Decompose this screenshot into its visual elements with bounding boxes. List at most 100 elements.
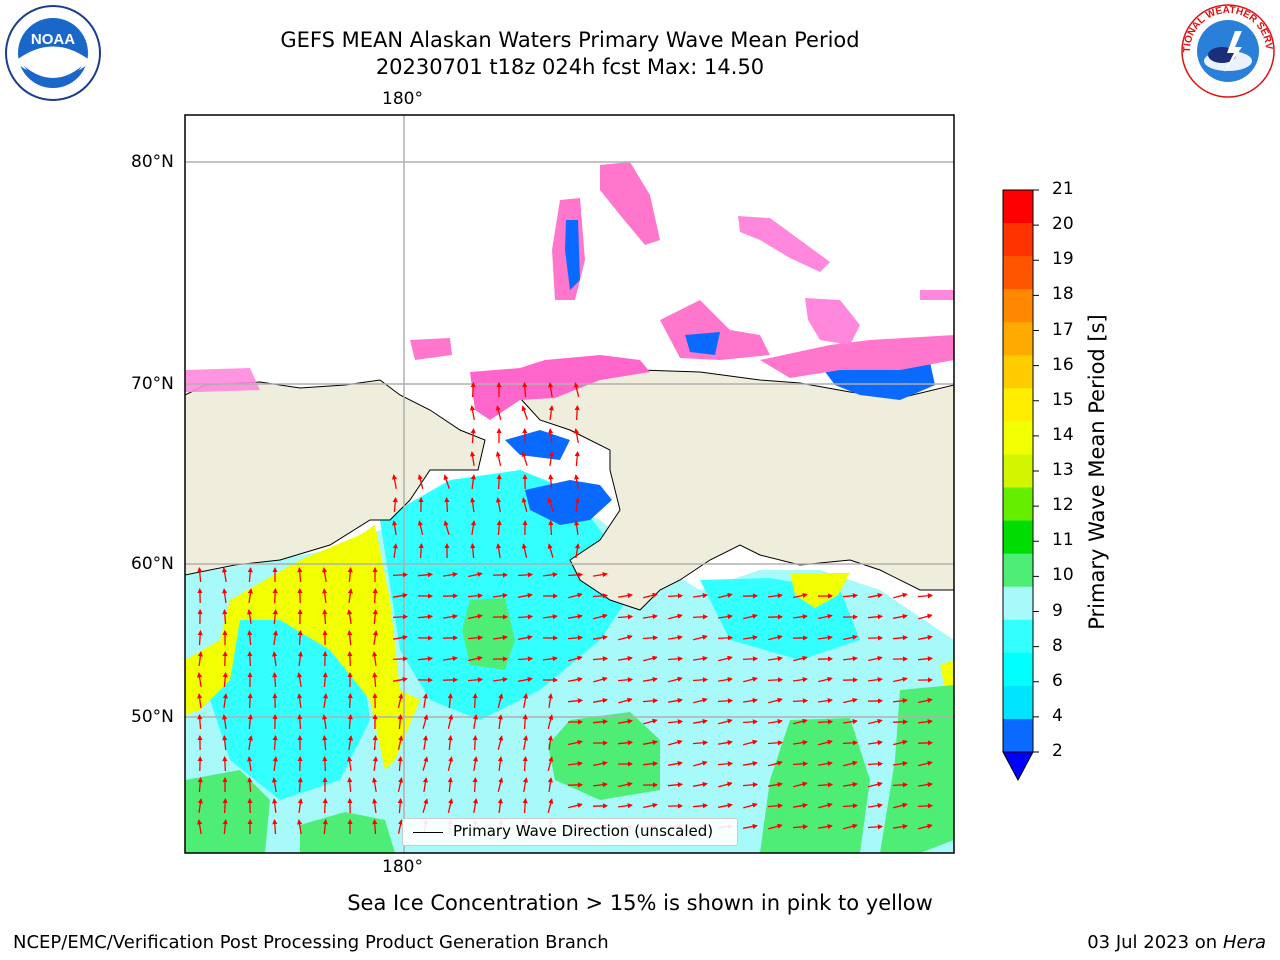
wave-direction-arrow — [547, 382, 554, 398]
colorbar-band — [1003, 520, 1033, 555]
wave-direction-arrow — [918, 719, 933, 725]
lat-label-80: 80°N — [131, 152, 174, 172]
legend-text: Primary Wave Direction (unscaled) — [453, 822, 714, 840]
wave-direction-arrow — [297, 629, 303, 646]
wave-direction-arrow — [347, 650, 353, 667]
wave-direction-arrow — [817, 823, 833, 830]
title-line-2: 20230701 t18z 024h fcst Max: 14.50 — [375, 55, 765, 79]
wave-direction-arrow — [843, 697, 858, 704]
wave-direction-arrow — [768, 656, 783, 662]
wave-direction-arrow — [767, 718, 783, 725]
wave-direction-arrow — [472, 714, 479, 730]
footer-host: Hera — [1222, 932, 1266, 953]
wave-direction-arrow — [372, 734, 378, 751]
wave-direction-arrow — [842, 781, 858, 788]
wave-direction-arrow — [521, 497, 528, 512]
wave-direction-arrow — [447, 714, 454, 729]
wave-direction-arrow — [468, 571, 483, 578]
wave-direction-arrow — [442, 655, 458, 662]
wave-direction-arrow — [692, 614, 709, 620]
wave-direction-arrow — [197, 798, 203, 813]
wave-direction-arrow — [567, 635, 584, 641]
wave-direction-arrow — [917, 593, 934, 599]
colorbar-tick-label: 11 — [1052, 530, 1074, 551]
wave-direction-arrow — [843, 656, 858, 662]
wave-direction-arrow — [397, 755, 403, 772]
wave-direction-arrow — [893, 698, 908, 704]
colorbar-band — [1003, 553, 1033, 588]
lat-label-70: 70°N — [131, 374, 174, 394]
map-legend: Primary Wave Direction (unscaled) — [402, 818, 738, 846]
wave-direction-arrow — [717, 676, 733, 683]
wave-direction-arrow — [522, 735, 529, 751]
wave-direction-arrow — [272, 798, 278, 813]
wave-direction-arrow — [447, 798, 454, 813]
wave-direction-arrow — [417, 614, 434, 620]
wave-direction-arrow — [693, 593, 708, 599]
wave-direction-arrow — [843, 823, 858, 830]
wave-direction-arrow — [643, 655, 658, 662]
wave-direction-arrow — [918, 760, 933, 767]
wave-direction-arrow — [272, 608, 278, 625]
wave-direction-arrow — [222, 818, 228, 835]
colorbar-band — [1003, 355, 1033, 389]
wave-direction-arrow — [397, 777, 404, 792]
colorbar-tick-label: 8 — [1052, 635, 1063, 656]
wave-direction-arrow — [467, 677, 484, 683]
chukotka-land — [185, 379, 486, 576]
wave-direction-arrow — [793, 655, 808, 662]
wave-direction-arrow — [568, 592, 583, 599]
wave-direction-arrow — [918, 823, 933, 830]
wave-direction-arrow — [692, 655, 708, 662]
wave-direction-arrow — [497, 777, 504, 792]
wave-direction-arrow — [692, 803, 709, 809]
wave-direction-arrow — [222, 734, 228, 751]
wave-direction-arrow — [517, 572, 534, 578]
wave-direction-arrow — [493, 635, 508, 641]
wave-direction-arrow — [617, 614, 634, 620]
wave-direction-arrow — [392, 676, 408, 683]
colorbar-tick-label: 15 — [1052, 389, 1074, 410]
wave-direction-arrow — [493, 593, 508, 599]
wave-direction-arrow — [574, 543, 581, 559]
nws-logo: NATIONAL WEATHER SERVICE — [1180, 3, 1275, 98]
wave-direction-arrow — [643, 592, 658, 599]
wave-direction-arrow — [892, 613, 908, 620]
wave-direction-arrow — [742, 719, 759, 725]
wave-direction-arrow — [692, 718, 708, 725]
wave-direction-arrow — [568, 802, 583, 809]
colorbar-band — [1003, 190, 1033, 224]
wave-direction-arrow — [372, 651, 378, 666]
wave-direction-arrow — [867, 614, 884, 620]
wave-direction-arrow — [693, 697, 708, 704]
wave-direction-arrow — [642, 676, 658, 683]
colorbar-band — [1003, 223, 1033, 257]
wave-direction-arrow — [493, 677, 508, 683]
colorbar-tick-label: 9 — [1052, 600, 1063, 621]
wave-direction-arrow — [321, 567, 328, 583]
wave-direction-arrow — [642, 698, 659, 704]
wave-direction-arrow — [543, 614, 558, 620]
wave-direction-arrow — [567, 613, 583, 620]
wave-direction-arrow — [247, 650, 253, 667]
wave-direction-arrow — [617, 718, 633, 725]
wave-direction-arrow — [247, 566, 253, 583]
wave-direction-arrow — [497, 756, 503, 771]
wave-direction-arrow — [667, 760, 683, 767]
colorbar-tick-label: 12 — [1052, 495, 1074, 516]
wave-direction-arrow — [347, 566, 353, 583]
wave-direction-arrow — [693, 634, 708, 641]
wave-direction-arrow — [222, 671, 228, 688]
wave-direction-arrow — [247, 756, 253, 771]
wave-direction-arrow — [743, 613, 758, 620]
wave-direction-arrow — [742, 782, 759, 788]
wave-direction-arrow — [322, 608, 328, 625]
wave-direction-arrow — [617, 740, 634, 746]
wave-direction-arrow — [322, 818, 328, 835]
wave-direction-arrow — [717, 739, 733, 746]
wave-direction-arrow — [547, 693, 553, 708]
wave-direction-arrow — [297, 713, 303, 730]
wave-direction-arrow — [892, 635, 909, 641]
wave-direction-arrow — [272, 671, 278, 688]
